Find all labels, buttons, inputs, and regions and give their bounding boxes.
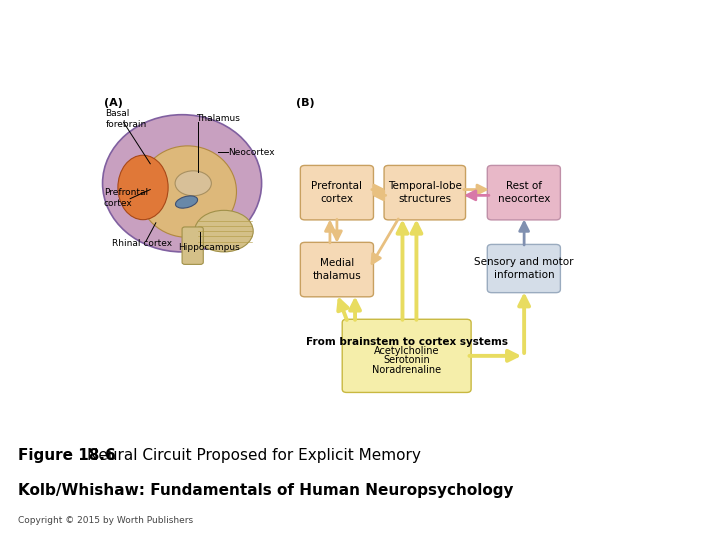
FancyBboxPatch shape [300, 242, 374, 297]
Ellipse shape [175, 171, 212, 196]
Text: Prefrontal
cortex: Prefrontal cortex [312, 181, 362, 204]
Text: Hippocampus: Hippocampus [178, 243, 240, 252]
Ellipse shape [176, 196, 197, 208]
Text: Medial
thalamus: Medial thalamus [312, 258, 361, 281]
Text: Neocortex: Neocortex [228, 147, 275, 157]
Text: Temporal-lobe
structures: Temporal-lobe structures [388, 181, 462, 204]
FancyBboxPatch shape [300, 165, 374, 220]
Ellipse shape [102, 114, 261, 252]
Text: Acetylcholine: Acetylcholine [374, 346, 439, 356]
Text: Rest of
neocortex: Rest of neocortex [498, 181, 550, 204]
Text: From brainstem to cortex systems: From brainstem to cortex systems [306, 337, 508, 347]
Text: Rhinal cortex: Rhinal cortex [112, 239, 173, 248]
Text: (B): (B) [297, 98, 315, 108]
Text: (A): (A) [104, 98, 123, 108]
Text: Figure 18.6: Figure 18.6 [18, 448, 116, 463]
Text: Sensory and motor
information: Sensory and motor information [474, 257, 574, 280]
Ellipse shape [194, 210, 253, 252]
Ellipse shape [118, 155, 168, 220]
FancyBboxPatch shape [384, 165, 466, 220]
FancyBboxPatch shape [182, 227, 203, 265]
Text: Thalamus: Thalamus [196, 114, 240, 123]
Text: Noradrenaline: Noradrenaline [372, 364, 441, 375]
Text: Basal
forebrain: Basal forebrain [106, 109, 147, 129]
FancyBboxPatch shape [487, 165, 560, 220]
FancyBboxPatch shape [487, 245, 560, 293]
FancyBboxPatch shape [342, 319, 471, 393]
Text: Kolb/Whishaw: Fundamentals of Human Neuropsychology: Kolb/Whishaw: Fundamentals of Human Neur… [18, 483, 513, 498]
Text: Copyright © 2015 by Worth Publishers: Copyright © 2015 by Worth Publishers [18, 516, 193, 525]
Text: Serotonin: Serotonin [383, 355, 430, 366]
Text: Prefrontal
cortex: Prefrontal cortex [104, 188, 148, 207]
Ellipse shape [139, 146, 236, 238]
Text: Neural Circuit Proposed for Explicit Memory: Neural Circuit Proposed for Explicit Mem… [87, 448, 421, 463]
